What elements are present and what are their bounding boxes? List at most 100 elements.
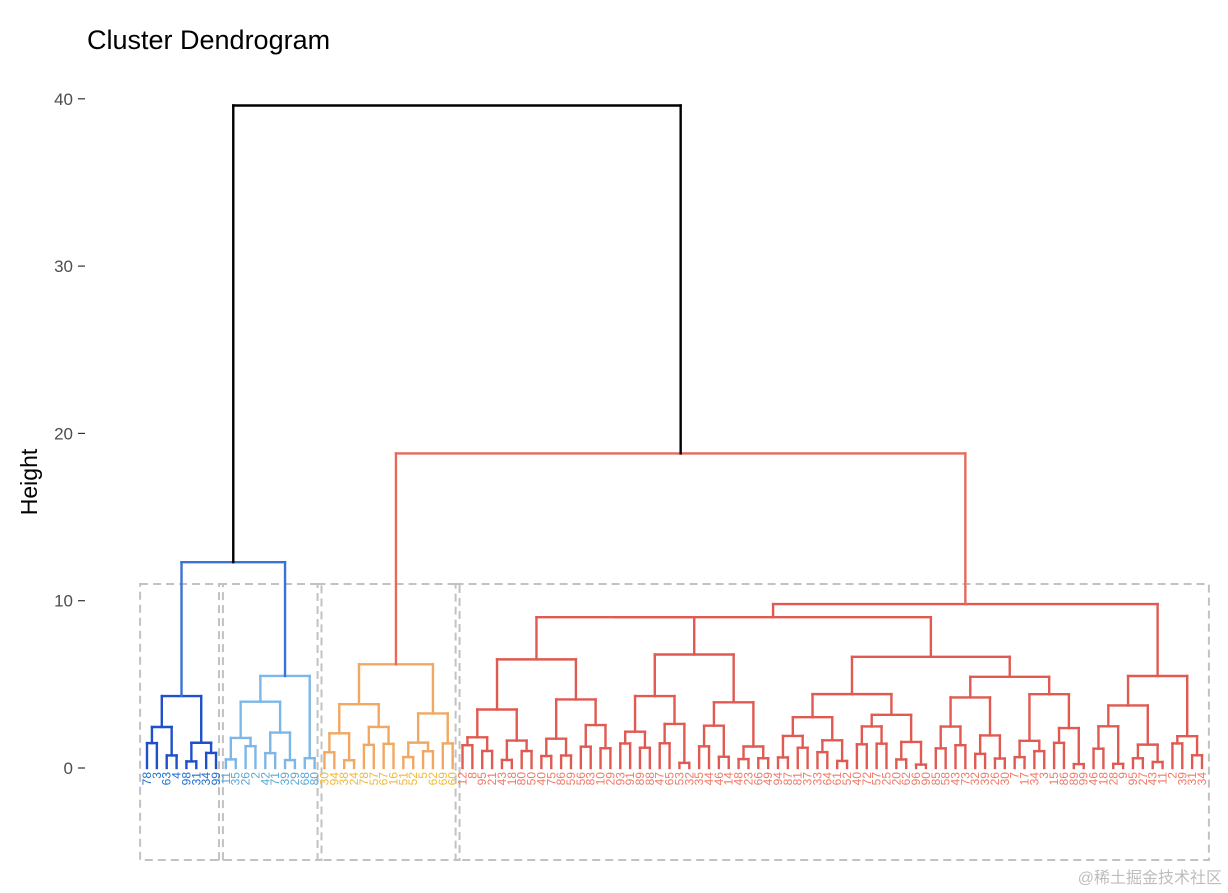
leaf-label: 64 [820,772,834,786]
leaf-label: 47 [653,772,667,786]
leaf-label: 90 [919,772,933,786]
leaf-label: 56 [574,772,588,786]
leaf-label: 3 [150,772,164,779]
leaf-label: 86 [554,772,568,786]
leaf-label: 87 [781,772,795,786]
leaf-label: 46 [712,772,726,786]
leaf-label: 59 [564,772,578,786]
leaf-label: 43 [1146,772,1160,786]
leaf-label: 34 [1027,772,1041,786]
leaf-label: 25 [879,772,893,786]
y-axis: 0 10 20 30 40 [54,90,85,778]
leaf-label: 99 [209,772,223,786]
leaf-label: 9 [1116,772,1130,779]
leaf-label: 15 [1047,772,1061,786]
leaf-label: 61 [830,772,844,786]
leaf-label: 80 [515,772,529,786]
leaf-label: 3 [1037,772,1051,779]
leaf-label: 39 [1175,772,1189,786]
leaf-label: 30 [317,772,331,786]
leaf-label: 94 [771,772,785,786]
dendrogram-branches [145,104,1204,770]
chart-title: Cluster Dendrogram [87,25,330,55]
leaf-label: 17 [1018,772,1032,786]
leaf-label: 44 [702,772,716,786]
leaf-label: 38 [337,772,351,786]
leaf-label: 7 [1008,772,1022,779]
leaf-label: 62 [426,772,440,786]
leaf-label: 32 [682,772,696,786]
leaf-label: 65 [663,772,677,786]
leaf-label: 43 [495,772,509,786]
leaf-label: 78 [357,772,371,786]
leaf-label: 49 [761,772,775,786]
leaf-label: 80 [308,772,322,786]
y-tick-label: 30 [54,257,73,276]
leaf-label: 78 [140,772,154,786]
leaf-label: 18 [1096,772,1110,786]
y-tick-label: 10 [54,592,73,611]
leaf-label: 48 [732,772,746,786]
leaf-label: 31 [1185,772,1199,786]
leaf-label: 58 [939,772,953,786]
leaf-label: 37 [801,772,815,786]
cluster-rectangle [217,582,323,862]
leaf-label: 26 [239,772,253,786]
y-axis-label: Height [16,448,42,515]
leaf-label: 31 [189,772,203,786]
leaf-label: 14 [722,772,736,786]
leaf-label: 18 [505,772,519,786]
leaf-label: 66 [751,772,765,786]
leaf-label: 43 [949,772,963,786]
leaf-label: 72 [860,772,874,786]
y-tick-label: 40 [54,90,73,109]
leaf-label: 89 [633,772,647,786]
watermark: @稀土掘金技术社区 [1078,869,1222,887]
leaf-label: 73 [958,772,972,786]
leaf-label: 98 [179,772,193,786]
leaf-labels: 7836349831349911352624271392968803094382… [140,772,1209,786]
leaf-label: 35 [229,772,243,786]
cluster-rectangle [454,582,1210,862]
leaf-label: 62 [899,772,913,786]
leaf-label: 35 [692,772,706,786]
leaf-label: 33 [810,772,824,786]
leaf-label: 57 [367,772,381,786]
leaf-label: 69 [436,772,450,786]
leaf-label: 91 [623,772,637,786]
leaf-label: 40 [850,772,864,786]
leaf-label: 2 [248,772,262,779]
cluster-rectangle [316,582,461,862]
leaf-label: 23 [741,772,755,786]
leaf-label: 34 [1195,772,1209,786]
y-tick-label: 20 [54,424,73,443]
leaf-label: 93 [613,772,627,786]
leaf-label: 28 [1106,772,1120,786]
leaf-label: 42 [258,772,272,786]
leaf-label: 10 [594,772,608,786]
leaf-label: 24 [347,772,361,786]
leaf-label: 4 [170,772,184,779]
leaf-label: 40 [534,772,548,786]
leaf-label: 95 [1126,772,1140,786]
leaf-label: 34 [199,772,213,786]
leaf-label: 68 [298,772,312,786]
leaf-label: 53 [672,772,686,786]
leaf-label: 57 [870,772,884,786]
leaf-label: 50 [525,772,539,786]
leaf-label: 20 [889,772,903,786]
leaf-label: 11 [1156,772,1170,785]
leaf-label: 8 [465,772,479,779]
leaf-label: 39 [978,772,992,786]
leaf-label: 32 [968,772,982,786]
leaf-label: 89 [1067,772,1081,786]
leaf-label: 81 [791,772,805,786]
leaf-label: 5 [416,772,430,779]
leaf-label: 75 [544,772,558,786]
leaf-label: 26 [988,772,1002,786]
leaf-label: 86 [1057,772,1071,786]
leaf-label: 16 [386,772,400,786]
leaf-label: 63 [160,772,174,786]
leaf-label: 29 [603,772,617,786]
leaf-label: 88 [643,772,657,786]
